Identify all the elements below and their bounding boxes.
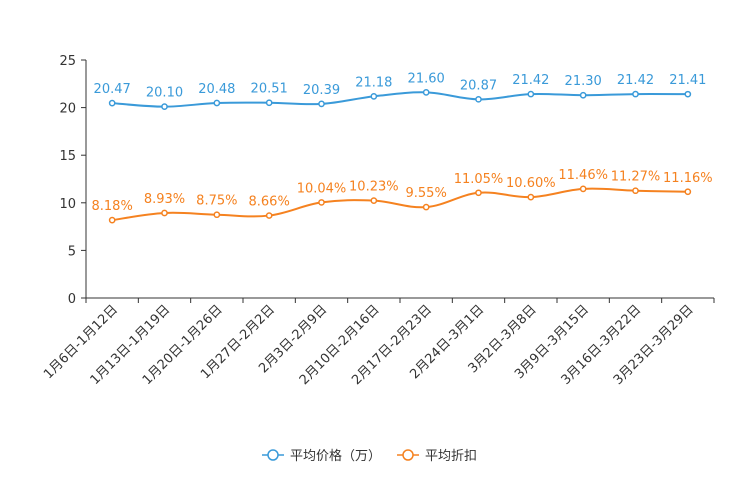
series-1: 20.47 20.10 20.48 20.51 20.39 21.18 21.60 20.87…: [94, 71, 706, 110]
legend-label: 平均折扣: [425, 449, 477, 464]
data-point: [108, 216, 116, 224]
data-label: 20.10: [146, 86, 183, 101]
data-point: [370, 197, 378, 204]
data-point: [632, 187, 639, 195]
data-label: 11.46%: [558, 168, 608, 183]
y-tick-label: 15: [59, 149, 76, 164]
data-label: 21.30: [565, 74, 602, 89]
data-label: 21.41: [669, 73, 706, 88]
data-label: 11.05%: [454, 172, 504, 187]
data-label: 21.18: [355, 75, 392, 90]
data-label: 21.42: [617, 73, 654, 88]
data-label: 10.04%: [297, 181, 347, 196]
series-line: [112, 187, 688, 222]
data-point: [527, 193, 535, 201]
data-label: 20.87: [460, 78, 497, 93]
data-point: [108, 99, 116, 107]
series-2: 8.18% 8.93% 8.75% 8.66% 10.04% 10.23% 9.55% 11.…: [92, 168, 713, 224]
data-point: [370, 93, 378, 100]
data-point: [422, 203, 430, 211]
data-label: 8.18%: [92, 199, 133, 214]
data-point: [161, 209, 168, 217]
data-label: 10.23%: [349, 180, 399, 195]
data-label: 20.39: [303, 83, 340, 98]
data-point: [632, 90, 639, 98]
data-label: 8.66%: [249, 195, 290, 210]
data-point: [579, 185, 587, 193]
legend-marker-icon: [402, 449, 414, 461]
data-point: [422, 89, 430, 96]
data-point: [475, 95, 482, 103]
legend-marker-icon: [267, 449, 279, 461]
y-tick-label: 10: [59, 197, 76, 212]
data-label: 20.51: [251, 82, 288, 97]
data-point: [527, 90, 535, 98]
data-label: 21.60: [408, 71, 445, 86]
x-axis-ticks: 1月6日-1月12日1月13日-1月19日1月20日-1月26日1月27日-2月…: [41, 298, 715, 388]
data-label: 10.60%: [506, 176, 556, 191]
y-axis-ticks: 0 5 10 15 20 25: [59, 54, 86, 307]
data-label: 20.47: [94, 82, 131, 97]
y-tick-label: 0: [68, 292, 76, 307]
data-point: [161, 103, 168, 110]
legend: 平均价格（万） 平均折扣: [262, 448, 477, 464]
legend-item-1: 平均价格（万）: [262, 448, 381, 464]
y-tick-label: 25: [59, 54, 76, 69]
data-point: [213, 99, 221, 107]
data-point: [318, 100, 325, 108]
data-point: [213, 211, 221, 219]
data-label: 9.55%: [406, 186, 447, 201]
series-layer: 20.47 20.10 20.48 20.51 20.39 21.18 21.60 20.87…: [92, 71, 713, 224]
data-point: [475, 189, 482, 197]
data-label: 11.27%: [611, 170, 661, 185]
data-label: 11.16%: [663, 171, 713, 186]
data-label: 20.48: [198, 82, 235, 97]
legend-label: 平均价格（万）: [290, 448, 381, 464]
data-point: [684, 188, 692, 196]
data-point: [265, 99, 273, 107]
data-point: [265, 212, 273, 219]
y-tick-label: 5: [68, 244, 76, 259]
data-point: [579, 91, 587, 99]
data-label: 8.93%: [144, 192, 185, 207]
y-tick-label: 20: [59, 102, 76, 117]
data-label: 21.42: [512, 73, 549, 88]
data-point: [318, 199, 325, 206]
legend-item-2: 平均折扣: [397, 449, 477, 464]
data-label: 8.75%: [196, 194, 237, 209]
data-point: [684, 90, 692, 98]
series-line: [112, 91, 688, 108]
